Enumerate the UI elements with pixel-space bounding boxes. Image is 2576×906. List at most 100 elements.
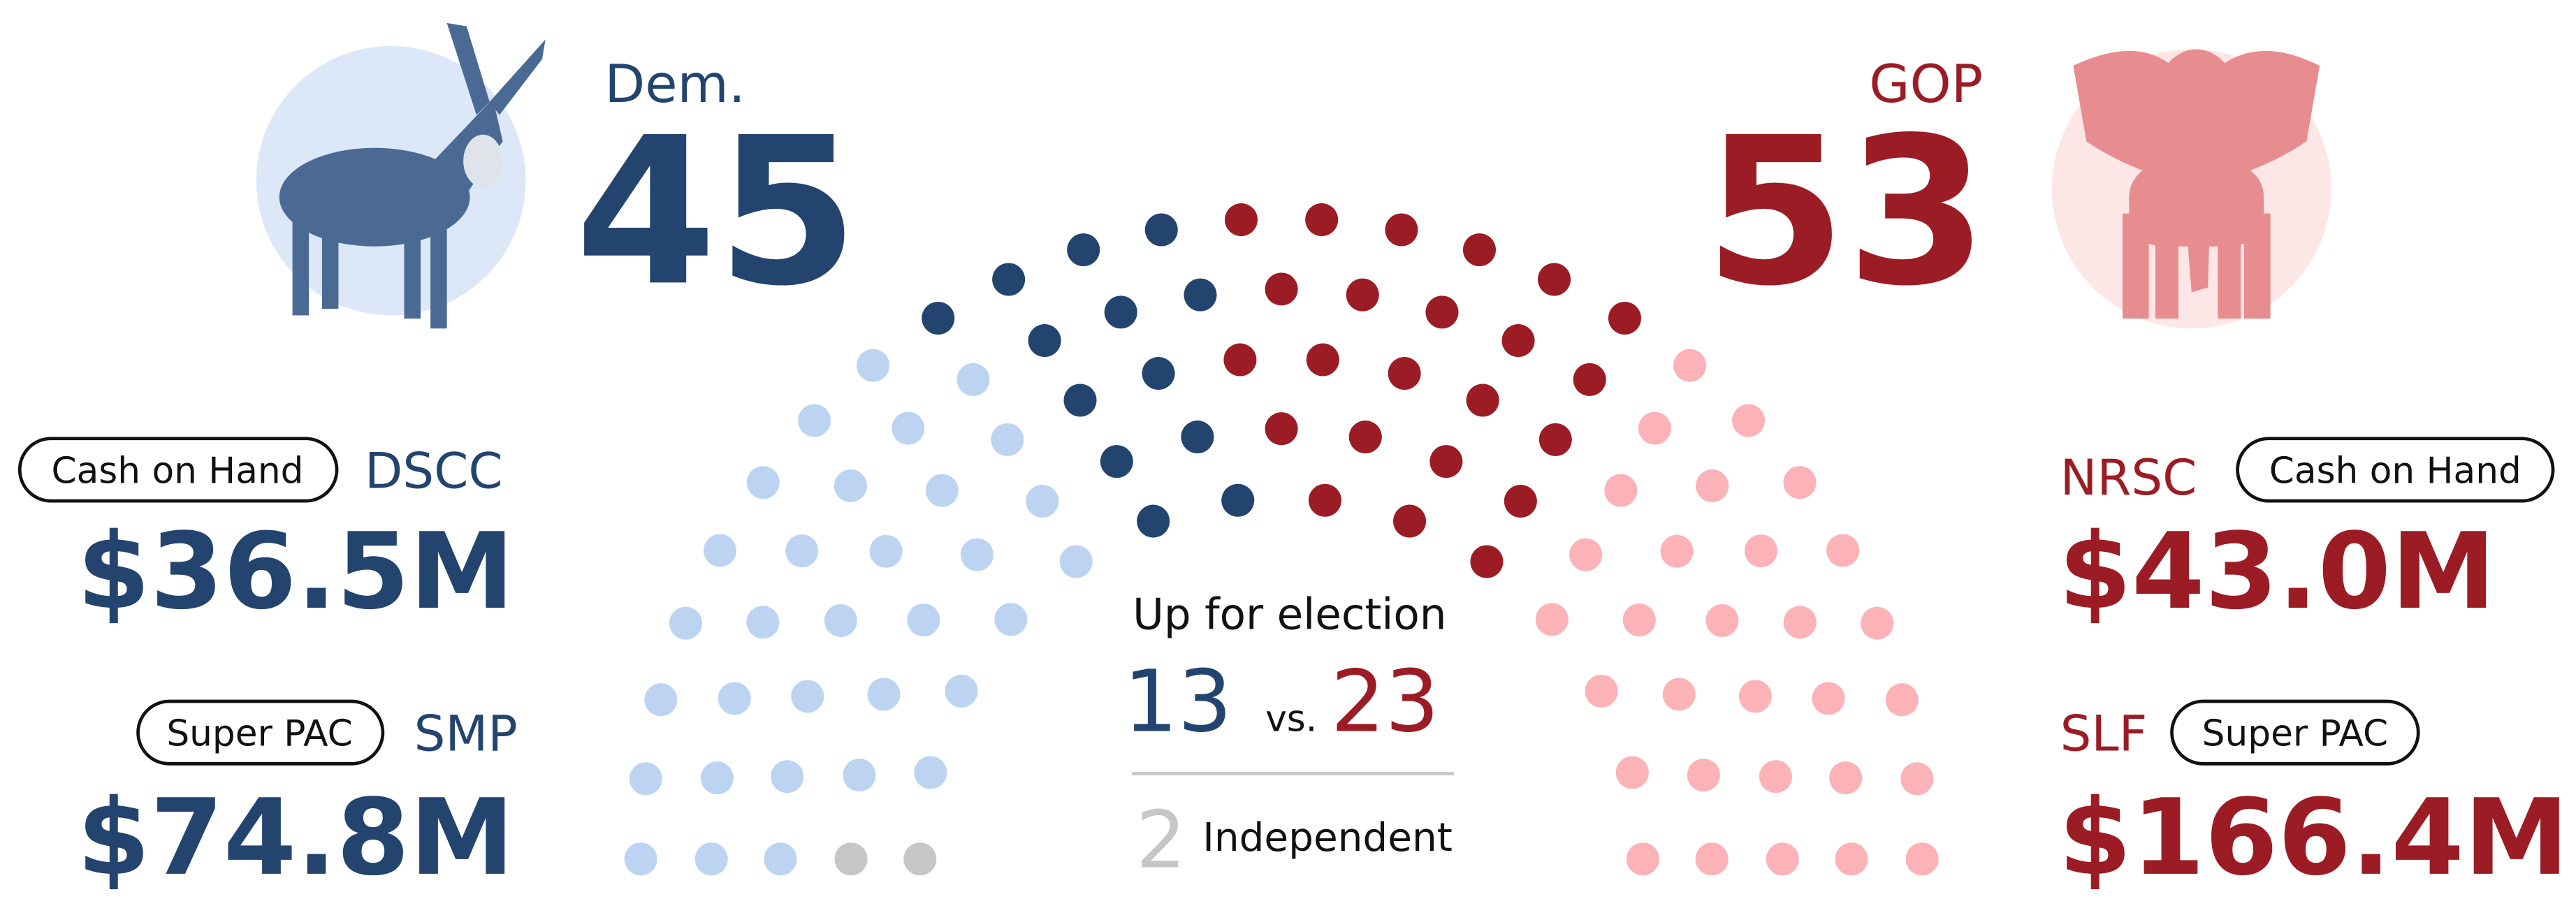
gop-up: 23: [1331, 652, 1440, 751]
seat: [1662, 678, 1696, 711]
seat: [1759, 760, 1792, 794]
seat: [1067, 233, 1100, 267]
seat: [1221, 483, 1255, 517]
donkey-icon: [279, 22, 546, 329]
independent-count: 2: [1136, 794, 1186, 886]
seat: [1826, 534, 1860, 567]
seat: [1573, 363, 1606, 396]
seat: [1184, 278, 1217, 312]
seat: [1900, 762, 1934, 796]
seat: [629, 762, 662, 796]
seat: [960, 538, 994, 571]
seat: [718, 682, 751, 715]
seat: [1388, 357, 1421, 390]
seat: [857, 349, 890, 382]
pac-amount: $166.4M: [2058, 777, 2568, 899]
seat: [1346, 278, 1379, 312]
seat: [1585, 674, 1618, 708]
gop-seats: 53: [1704, 93, 1988, 330]
seat: [1673, 349, 1707, 382]
seat: [1638, 411, 1671, 445]
badge: [17, 437, 339, 503]
seat: [1225, 203, 1258, 237]
seat: [1059, 545, 1093, 578]
seat: [1144, 213, 1178, 247]
seat: [1137, 504, 1170, 538]
seat: [1861, 606, 1894, 640]
dem-label: Dem.: [604, 53, 745, 115]
election-title: Up for election: [1133, 590, 1446, 640]
badge-label: Super PAC: [2202, 713, 2388, 755]
badge: [2170, 699, 2420, 766]
seat: [1393, 504, 1427, 538]
seat: [1462, 233, 1496, 267]
seat: [1622, 603, 1656, 637]
seat: [834, 842, 868, 876]
seat: [1385, 213, 1418, 247]
seat: [644, 683, 678, 717]
seat: [1265, 272, 1298, 306]
seat: [1306, 343, 1339, 377]
seat: [1615, 756, 1649, 789]
seat: [869, 534, 903, 568]
seat: [925, 474, 959, 507]
seat: [700, 761, 734, 795]
seat: [785, 534, 819, 568]
dem-seats: 45: [575, 93, 859, 330]
seat: [1687, 759, 1720, 792]
seat: [1783, 606, 1817, 639]
seat: [791, 680, 824, 713]
seat: [1695, 842, 1729, 876]
elephant-icon: [2073, 49, 2320, 319]
badge: [2236, 437, 2555, 503]
seat: [1885, 683, 1919, 717]
seat: [1835, 842, 1868, 876]
seat: [1026, 485, 1059, 518]
seat: [1604, 474, 1638, 507]
seat: [771, 760, 804, 794]
badge-label: Cash on Hand: [51, 450, 303, 492]
seat: [1608, 301, 1641, 335]
seat: [1626, 842, 1659, 876]
seat: [991, 423, 1024, 456]
seat: [1829, 761, 1863, 795]
dem-up: 13: [1123, 652, 1232, 751]
pac-name: SLF: [2060, 706, 2148, 763]
seat: [798, 404, 831, 437]
seat: [1429, 445, 1463, 478]
seat: [746, 606, 780, 639]
seat: [1696, 469, 1729, 502]
seat: [1425, 295, 1459, 329]
seat: [824, 604, 857, 637]
seat: [956, 363, 990, 396]
seat: [907, 603, 940, 637]
badge-label: Super PAC: [166, 713, 352, 755]
seat: [1744, 534, 1777, 568]
seat: [1504, 485, 1537, 518]
seat: [1063, 383, 1097, 417]
seat: [903, 842, 937, 876]
seat: [1501, 324, 1535, 358]
seat: [1538, 423, 1572, 456]
seat: [1308, 483, 1341, 517]
seat: [1535, 603, 1569, 636]
seat: [1732, 404, 1766, 437]
committee-amount: $36.5M: [77, 511, 514, 633]
seat: [1766, 842, 1799, 876]
seat: [1538, 263, 1571, 296]
seat: [1223, 343, 1257, 377]
committee-amount: $43.0M: [2058, 511, 2496, 633]
seat: [834, 469, 867, 502]
seat: [1265, 412, 1298, 446]
independent-label: Independent: [1202, 815, 1453, 861]
vs: vs.: [1265, 698, 1317, 740]
pac-amount: $74.8M: [77, 777, 514, 899]
seat: [746, 466, 780, 499]
committee-name: DSCC: [365, 442, 503, 499]
seat: [994, 603, 1028, 636]
seat: [914, 756, 947, 789]
seat: [1783, 466, 1817, 499]
badge: [136, 699, 385, 766]
seat: [1028, 324, 1061, 358]
